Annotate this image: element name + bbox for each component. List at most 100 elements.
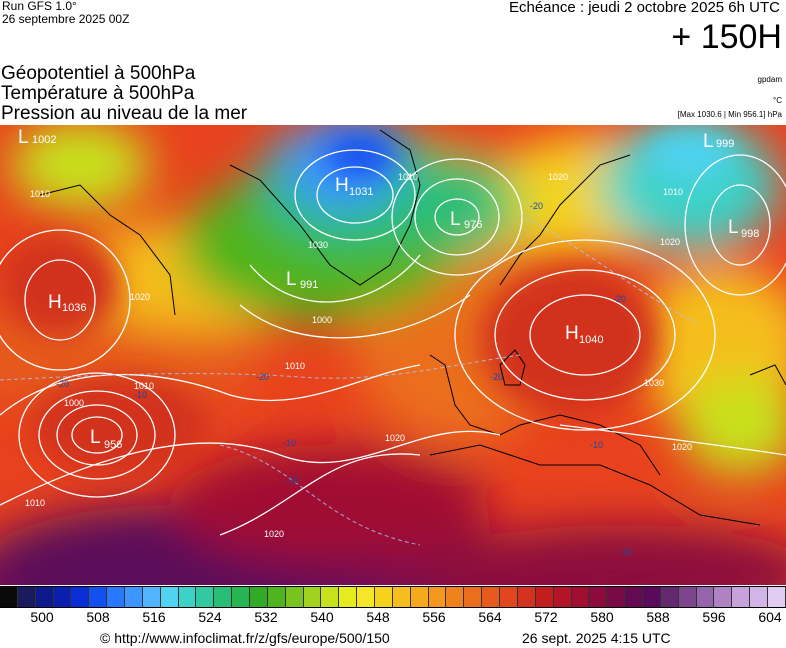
colorbar-swatch xyxy=(17,587,36,607)
colorbar-label: 572 xyxy=(534,609,558,625)
colorbar-label: 564 xyxy=(478,609,502,625)
colorbar-swatch xyxy=(357,587,376,607)
isobar-labels: 1010 1030 1010 1020 1000 1010 1010 1020 … xyxy=(25,172,692,539)
colorbar-swatch xyxy=(178,587,197,607)
colorbar-swatch xyxy=(428,587,447,607)
pressure-minmax: [Max 1030.6 | Min 956.1] hPa xyxy=(677,110,782,119)
colorbar-swatch xyxy=(125,587,143,607)
colorbar-swatch xyxy=(375,587,393,607)
pressure-center-type: L xyxy=(90,427,101,448)
credit-date: 26 sept. 2025 4:15 UTC xyxy=(522,630,671,646)
isotherm-label: -10 xyxy=(286,475,299,485)
pressure-center-type: H xyxy=(565,323,579,344)
isobar-label: 1000 xyxy=(312,315,332,325)
credit-url[interactable]: © http://www.infoclimat.fr/z/gfs/europe/… xyxy=(100,630,390,646)
isobar-label: 1020 xyxy=(264,529,284,539)
pressure-center-type: H xyxy=(48,292,62,313)
isotherms xyxy=(0,214,701,546)
colorbar-swatch xyxy=(53,587,72,607)
colorbar-label: 556 xyxy=(422,609,446,625)
colorbar-label: 500 xyxy=(30,609,54,625)
colorbar-swatch xyxy=(89,587,108,607)
colorbar-label: 596 xyxy=(702,609,726,625)
colorbar-swatch xyxy=(250,587,268,607)
isobar-label: 1020 xyxy=(672,442,692,452)
pressure-center-value: 976 xyxy=(464,219,482,231)
pressure-center-type: L xyxy=(703,131,714,152)
colorbar-swatch xyxy=(732,587,751,607)
isotherm-label: -10 xyxy=(283,438,296,448)
colorbar-swatch xyxy=(214,587,233,607)
colorbar-swatch xyxy=(0,587,18,607)
field-temperature-title: Température à 500hPa xyxy=(1,83,195,104)
colorbar-swatch xyxy=(285,587,304,607)
isobar-label: 1000 xyxy=(64,398,84,408)
isobar-label: 1010 xyxy=(285,361,305,371)
isobars xyxy=(0,149,786,536)
isobar-label: 1010 xyxy=(663,187,683,197)
pressure-center-value: 1036 xyxy=(62,302,86,314)
forecast-offset: + 150H xyxy=(671,18,782,56)
colorbar-swatch xyxy=(500,587,518,607)
isobar-label: 1020 xyxy=(385,433,405,443)
colorbar-swatch xyxy=(142,587,161,607)
colorbar-swatch xyxy=(571,587,590,607)
isobar-label: 1020 xyxy=(130,292,150,302)
colorbar-swatch xyxy=(750,587,768,607)
colorbar-swatch xyxy=(553,587,572,607)
pressure-center-value: 991 xyxy=(300,279,318,291)
colorbar-swatch xyxy=(232,587,251,607)
colorbar-swatch xyxy=(767,587,786,607)
pressure-center-type: L xyxy=(728,217,739,238)
colorbar-swatch xyxy=(107,587,126,607)
colorbar-swatch xyxy=(625,587,643,607)
colorbar-swatch xyxy=(696,587,715,607)
pressure-center-type: L xyxy=(450,209,461,230)
isotherm-label: -20 xyxy=(56,379,69,389)
pressure-center-value: 999 xyxy=(716,138,734,150)
colorbar-swatch xyxy=(714,587,733,607)
colorbar-swatch xyxy=(607,587,626,607)
colorbar-swatch xyxy=(464,587,483,607)
colorbar-swatch xyxy=(446,587,465,607)
colorbar-swatch xyxy=(303,587,322,607)
colorbar-swatch xyxy=(482,587,501,607)
colorbar-label: 540 xyxy=(310,609,334,625)
pressure-center-value: 998 xyxy=(741,228,759,240)
pressure-center-value: 1002 xyxy=(32,134,56,146)
colorbar-swatch xyxy=(410,587,429,607)
colorbar-swatch xyxy=(267,587,286,607)
weather-map: L 1002 H 1031 L 976 L 999 L 998 H 1036 L… xyxy=(0,125,786,585)
isobar-label: 1010 xyxy=(398,172,418,182)
isotherm-label: -20 xyxy=(256,372,269,382)
valid-time: Echéance : jeudi 2 octobre 2025 6h UTC xyxy=(508,0,780,16)
colorbar-label: 508 xyxy=(86,609,110,625)
colorbar-swatch xyxy=(589,587,608,607)
colorbar-swatch xyxy=(160,587,179,607)
isotherm-label: -10 xyxy=(134,390,147,400)
colorbar-swatch xyxy=(392,587,411,607)
colorbar-swatch xyxy=(196,587,215,607)
colorbar-swatch xyxy=(321,587,340,607)
pressure-center-value: 1031 xyxy=(349,186,373,198)
isobar-label: 1030 xyxy=(644,378,664,388)
colorbar-label: 516 xyxy=(142,609,166,625)
pressure-center-value: 1040 xyxy=(579,334,603,346)
isobar-label: 1010 xyxy=(134,381,154,391)
unit-geopotential: gpdam xyxy=(757,75,782,84)
isotherm-label: -10 xyxy=(619,547,632,557)
isotherm-label: -20 xyxy=(530,201,543,211)
field-pressure-title: Pression au niveau de la mer xyxy=(1,103,248,124)
colorbar-label: 548 xyxy=(366,609,390,625)
colorbar-swatch xyxy=(35,587,54,607)
isobar-label: 1020 xyxy=(548,172,568,182)
colorbar-swatch xyxy=(642,587,661,607)
field-geopotential-title: Géopotentiel à 500hPa xyxy=(1,63,196,84)
isotherm-label: -20 xyxy=(490,372,503,382)
colorbar-label: 588 xyxy=(646,609,670,625)
colorbar-swatch xyxy=(535,587,554,607)
isobar-label: 1010 xyxy=(30,189,50,199)
colorbar-labels: 500 508 516 524 532 540 548 556 564 572 580 588 596 6… xyxy=(0,609,786,627)
isotherm-label: -10 xyxy=(590,440,603,450)
unit-temperature: °C xyxy=(773,96,782,105)
